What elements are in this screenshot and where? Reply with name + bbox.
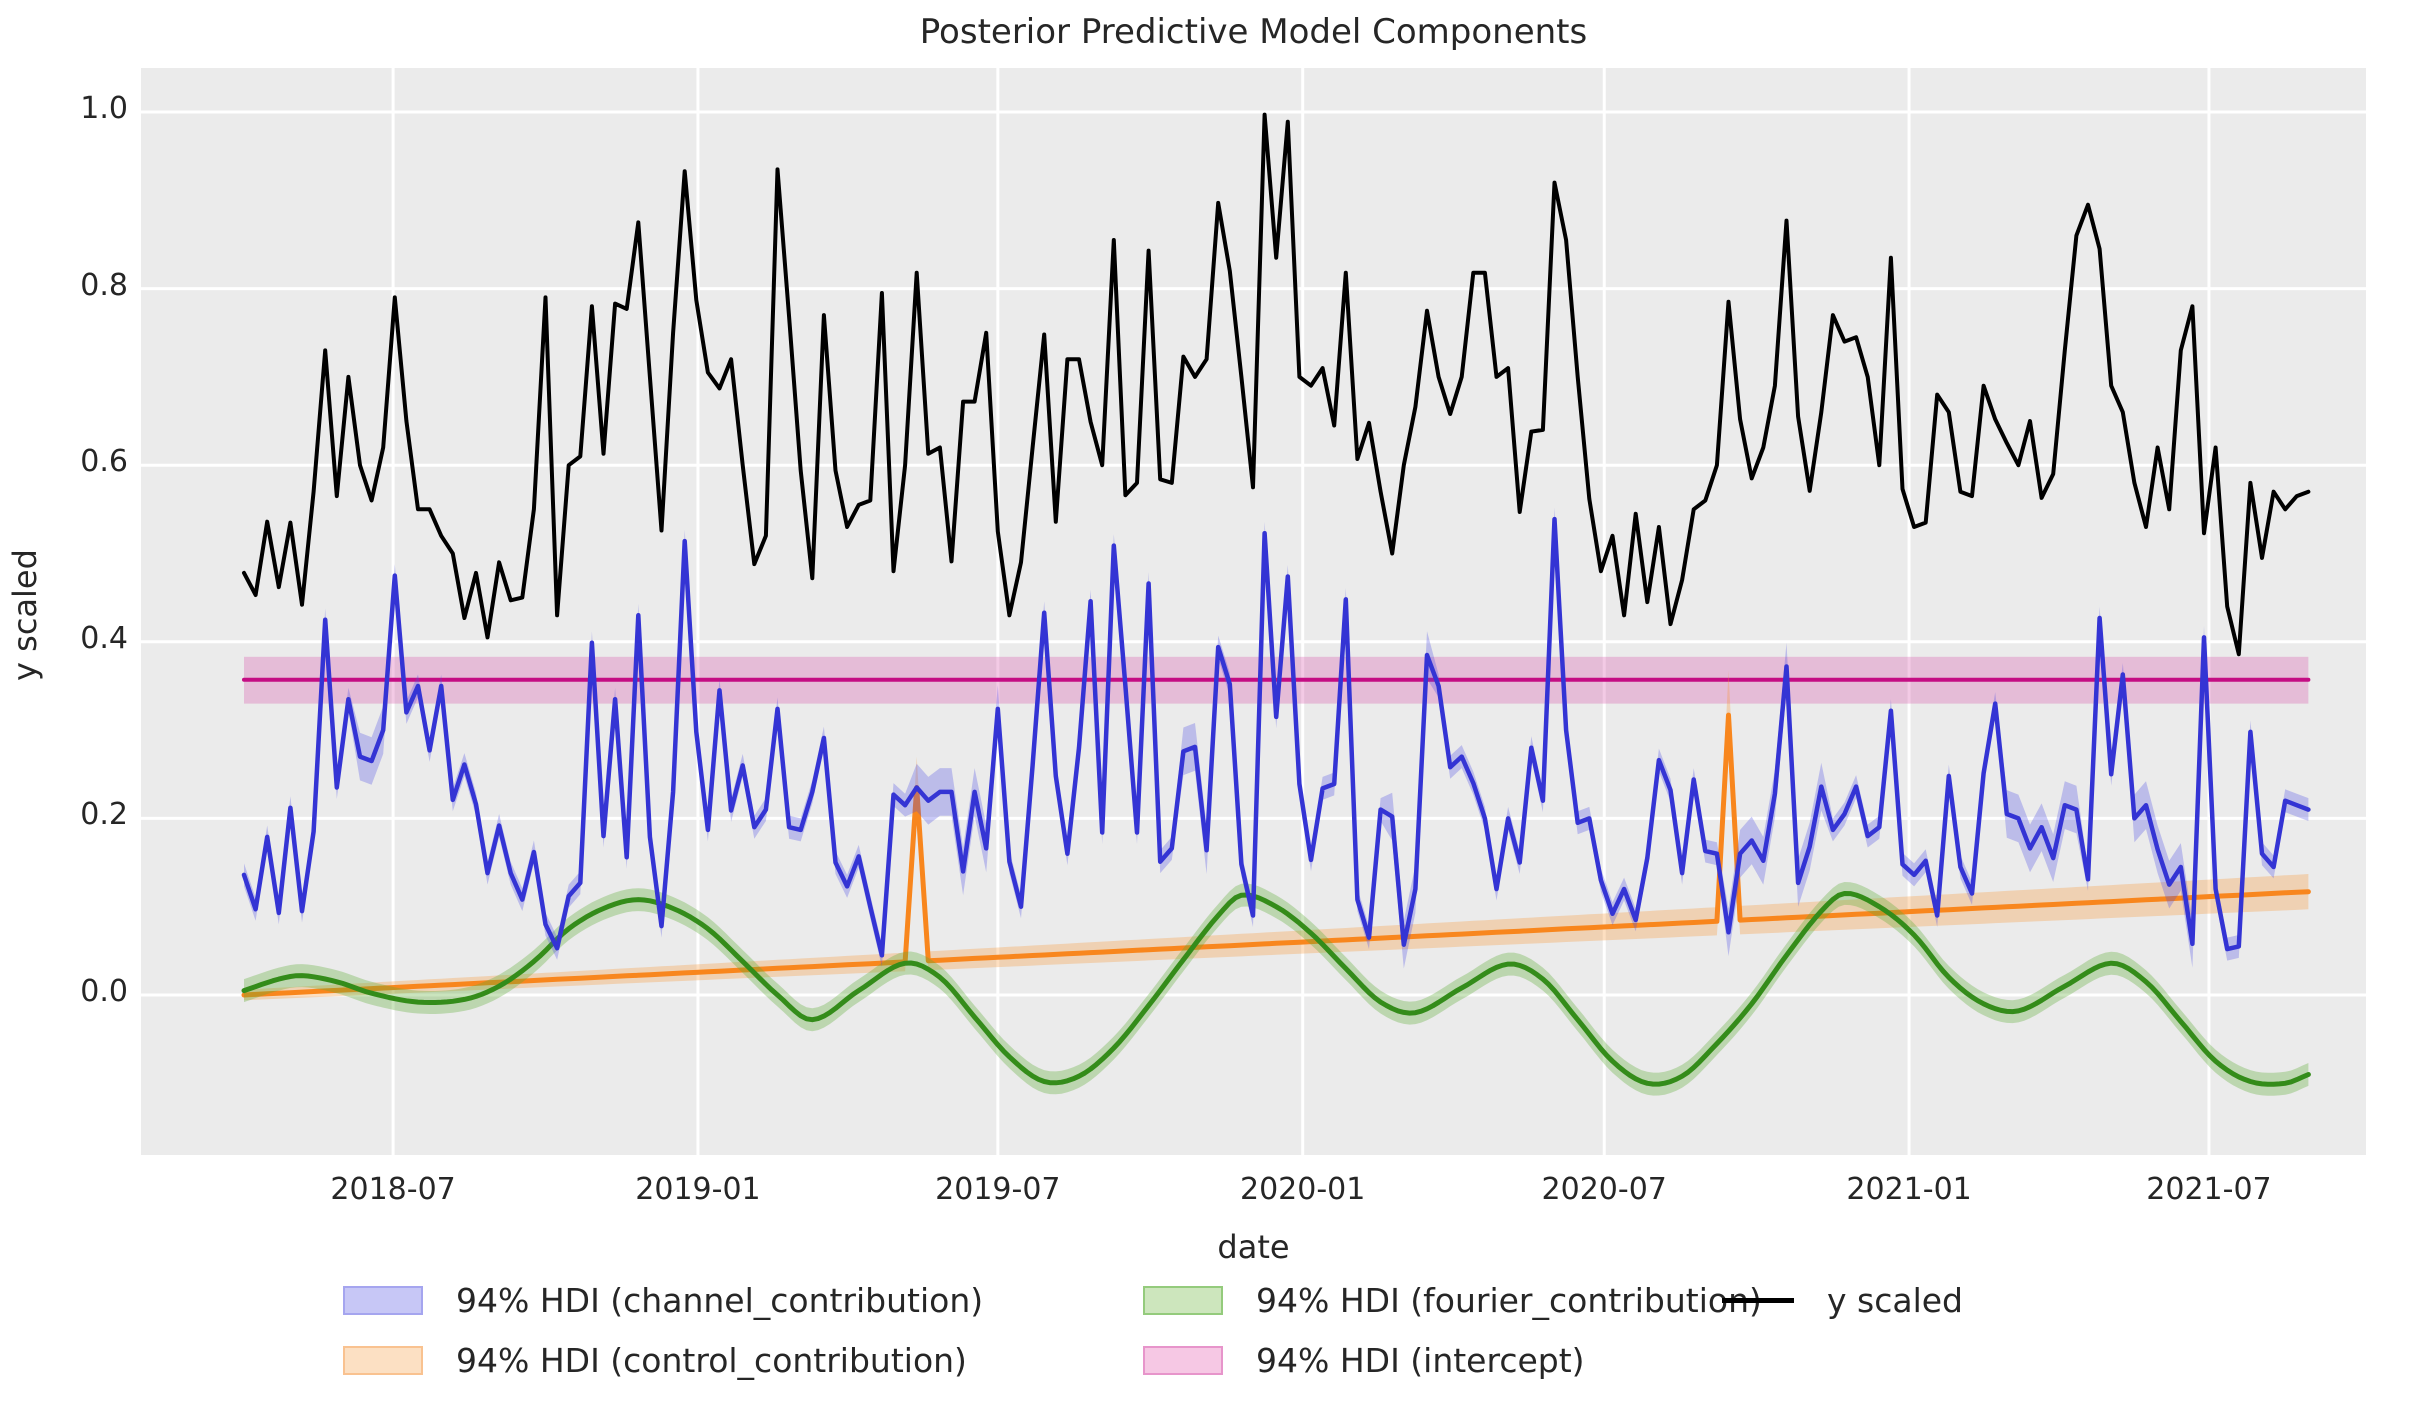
channel-line — [241, 516, 2311, 958]
legend-item-intercept: 94% HDI (intercept) — [1143, 1341, 1585, 1380]
legend-line-sample — [1722, 1298, 1794, 1303]
y-tick-label: 0.0 — [80, 974, 128, 1009]
y-scaled-line — [242, 112, 2311, 657]
x-tick-label: 2020-01 — [1240, 1172, 1366, 1207]
legend-label-fourier: 94% HDI (fourier_contribution) — [1256, 1281, 1762, 1320]
x-tick-label: 2019-01 — [635, 1172, 761, 1207]
legend-label-y_scaled: y scaled — [1827, 1281, 1963, 1320]
y-tick-label: 0.4 — [80, 620, 128, 656]
y-tick-label: 1.0 — [80, 91, 128, 126]
y-tick-label: 0.2 — [80, 797, 128, 833]
x-tick-label: 2020-07 — [1541, 1172, 1667, 1207]
legend-label-control: 94% HDI (control_contribution) — [456, 1341, 967, 1380]
legend-label-intercept: 94% HDI (intercept) — [1256, 1341, 1585, 1380]
x-tick-label: 2021-01 — [1846, 1172, 1972, 1207]
legend-patch-fourier — [1143, 1286, 1223, 1315]
x-axis-label: date — [1217, 1228, 1290, 1266]
legend-patch-control — [343, 1346, 423, 1375]
y-tick-label: 0.6 — [80, 444, 128, 480]
plot-background — [141, 68, 2366, 1155]
x-tick-label: 2021-07 — [2146, 1172, 2272, 1207]
legend-patch-channel — [343, 1286, 423, 1315]
legend-item-channel: 94% HDI (channel_contribution) — [343, 1281, 983, 1320]
legend-item-control: 94% HDI (control_contribution) — [343, 1341, 967, 1380]
series-group — [241, 112, 2311, 1096]
legend-item-fourier: 94% HDI (fourier_contribution) — [1143, 1281, 1762, 1320]
control-line — [241, 712, 2311, 998]
legend-item-y_scaled: y scaled — [1722, 1281, 1963, 1320]
legend-patch-intercept — [1143, 1346, 1223, 1375]
y-tick-label: 0.8 — [80, 267, 128, 303]
fourier-line — [241, 891, 2311, 1087]
x-tick-label: 2019-07 — [935, 1172, 1061, 1207]
chart-title: Posterior Predictive Model Components — [919, 12, 1588, 52]
x-tick-label: 2018-07 — [330, 1172, 456, 1207]
legend-label-channel: 94% HDI (channel_contribution) — [456, 1281, 984, 1320]
